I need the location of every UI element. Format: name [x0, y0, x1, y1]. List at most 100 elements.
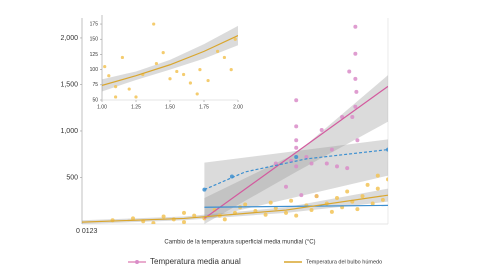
- point: [380, 197, 385, 202]
- point: [345, 166, 350, 171]
- point: [299, 193, 304, 198]
- point: [294, 155, 299, 160]
- point: [103, 64, 107, 69]
- y-tick-label: 100: [90, 67, 99, 73]
- point: [350, 115, 355, 120]
- point: [131, 216, 135, 221]
- point: [154, 61, 158, 66]
- point: [182, 72, 186, 77]
- point: [114, 95, 118, 99]
- y-tick-label: 1,500: [60, 81, 78, 88]
- y-tick-label: 50: [92, 97, 98, 103]
- point: [114, 85, 118, 89]
- point: [355, 207, 360, 212]
- point: [353, 51, 358, 56]
- point: [353, 104, 358, 109]
- confidence-band: [204, 75, 388, 224]
- fit-line: [102, 35, 238, 86]
- point: [152, 22, 156, 26]
- point: [294, 145, 299, 150]
- point: [329, 209, 334, 214]
- plot-area: [102, 22, 238, 99]
- point: [182, 210, 186, 215]
- point: [192, 213, 197, 218]
- point: [335, 195, 339, 200]
- fit-line: [204, 85, 388, 219]
- point: [206, 78, 210, 83]
- point: [268, 200, 273, 205]
- point: [161, 51, 165, 55]
- point: [386, 147, 388, 152]
- point: [329, 147, 334, 152]
- point: [304, 155, 309, 160]
- point: [161, 214, 166, 219]
- point: [319, 128, 324, 133]
- legend-label: Temperatura del bulbo húmedo: [306, 259, 382, 265]
- confidence-band: [204, 139, 388, 219]
- point: [216, 49, 220, 53]
- point: [222, 217, 227, 222]
- point: [233, 37, 237, 41]
- x-tick-label: 1.50: [165, 104, 175, 110]
- point: [289, 198, 294, 203]
- point: [273, 206, 278, 211]
- point: [353, 76, 358, 81]
- fit-line: [82, 194, 388, 223]
- point: [386, 177, 388, 182]
- point: [195, 92, 199, 96]
- point: [229, 68, 233, 72]
- point: [168, 77, 172, 81]
- point: [127, 87, 131, 91]
- point: [222, 55, 226, 60]
- y-tick-label: 1,000: [60, 128, 78, 135]
- legend-marker: [135, 260, 139, 264]
- y-tick-label: 125: [90, 52, 99, 58]
- point: [294, 124, 299, 129]
- point: [273, 161, 278, 166]
- inset-background: [88, 15, 242, 114]
- point: [355, 138, 360, 143]
- y-tick-label: 2,000: [60, 35, 78, 42]
- x-tick-label: 1.75: [199, 104, 209, 110]
- plot: 500 1,000 1,500 2,000: [60, 18, 389, 225]
- point: [309, 161, 314, 166]
- x-tick-label: 1.25: [131, 104, 141, 110]
- point: [353, 24, 358, 29]
- legend-label: Temperatura media anual: [150, 257, 241, 266]
- point: [370, 201, 375, 206]
- point: [110, 218, 115, 223]
- point: [365, 182, 370, 187]
- point: [107, 74, 111, 78]
- point: [182, 220, 186, 224]
- y-tick-label: 150: [90, 37, 99, 43]
- point: [345, 189, 350, 194]
- point: [360, 194, 365, 199]
- point: [243, 202, 248, 207]
- x-tick-label: 2.00: [233, 104, 243, 110]
- point: [294, 138, 299, 143]
- point: [347, 69, 352, 74]
- point: [354, 89, 359, 94]
- fit-line: [204, 204, 388, 208]
- point: [324, 161, 329, 166]
- point: [309, 208, 314, 213]
- x-tick-text: 0 0123: [76, 228, 98, 235]
- point: [294, 164, 299, 169]
- point: [294, 213, 299, 218]
- y-tick-label: 175: [90, 21, 99, 27]
- point: [134, 95, 138, 99]
- point: [188, 81, 192, 85]
- point: [175, 69, 179, 74]
- y-tick-label: 500: [66, 174, 78, 181]
- point: [284, 184, 288, 189]
- point: [335, 164, 339, 169]
- point: [375, 173, 380, 178]
- point: [263, 212, 268, 217]
- x-tick-label: 1.00: [97, 104, 107, 110]
- point: [198, 68, 202, 72]
- point: [375, 186, 380, 191]
- x-axis-title: Cambio de la temperatura superficial med…: [164, 240, 315, 246]
- plot: 50 75 100 125 150 175 1.00 1.25 1.50 1.75 2.00: [88, 15, 243, 114]
